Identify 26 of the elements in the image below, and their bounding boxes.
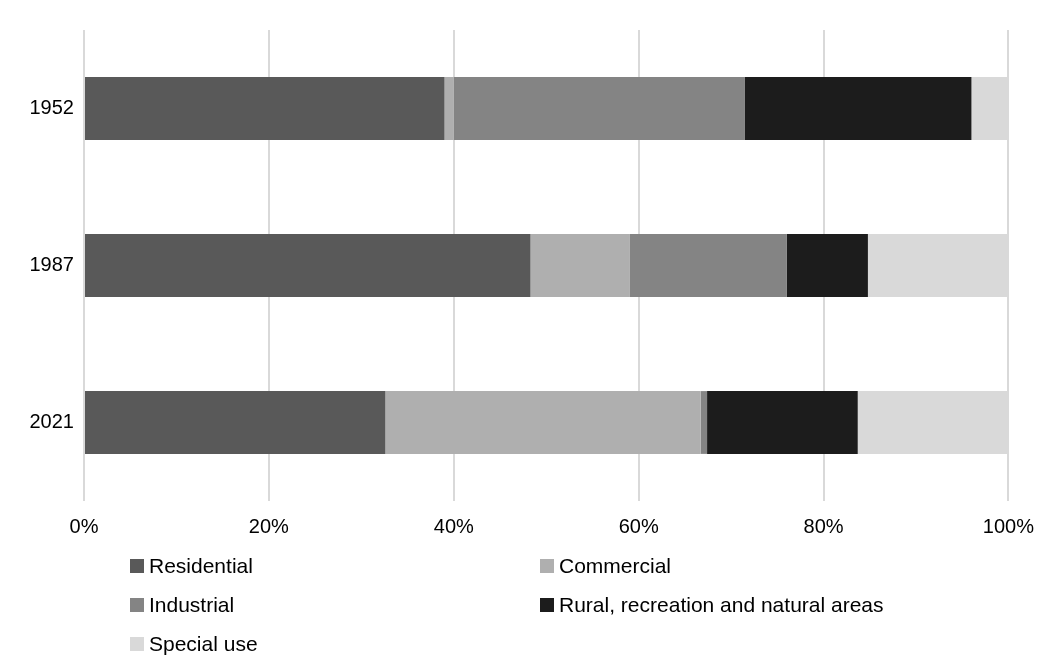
- legend-label: Residential: [149, 553, 253, 579]
- bar: [85, 391, 386, 454]
- bar: [707, 391, 858, 454]
- x-tick-label: 20%: [248, 514, 290, 537]
- legend-label: Rural, recreation and natural areas: [559, 592, 884, 618]
- y-tick-label: 1952: [29, 96, 74, 119]
- bar: [744, 77, 972, 140]
- y-tick-label: 1987: [29, 253, 74, 276]
- bar: [629, 234, 787, 297]
- x-tick-label: 100%: [982, 514, 1035, 537]
- legend-label: Special use: [149, 631, 258, 657]
- bar: [85, 234, 531, 297]
- x-tick-label: 80%: [803, 514, 844, 537]
- legend-label: Commercial: [559, 553, 672, 579]
- bar: [786, 234, 868, 297]
- x-tick-label: 40%: [433, 514, 474, 537]
- bar: [700, 391, 708, 454]
- bar: [444, 77, 454, 140]
- bar: [85, 77, 445, 140]
- y-tick-label: 2021: [29, 410, 74, 433]
- x-tick-label: 0%: [69, 514, 99, 537]
- bar: [453, 77, 745, 140]
- legend-label: Industrial: [149, 592, 235, 618]
- bar: [530, 234, 630, 297]
- bar: [385, 391, 701, 454]
- x-tick-label: 60%: [618, 514, 659, 537]
